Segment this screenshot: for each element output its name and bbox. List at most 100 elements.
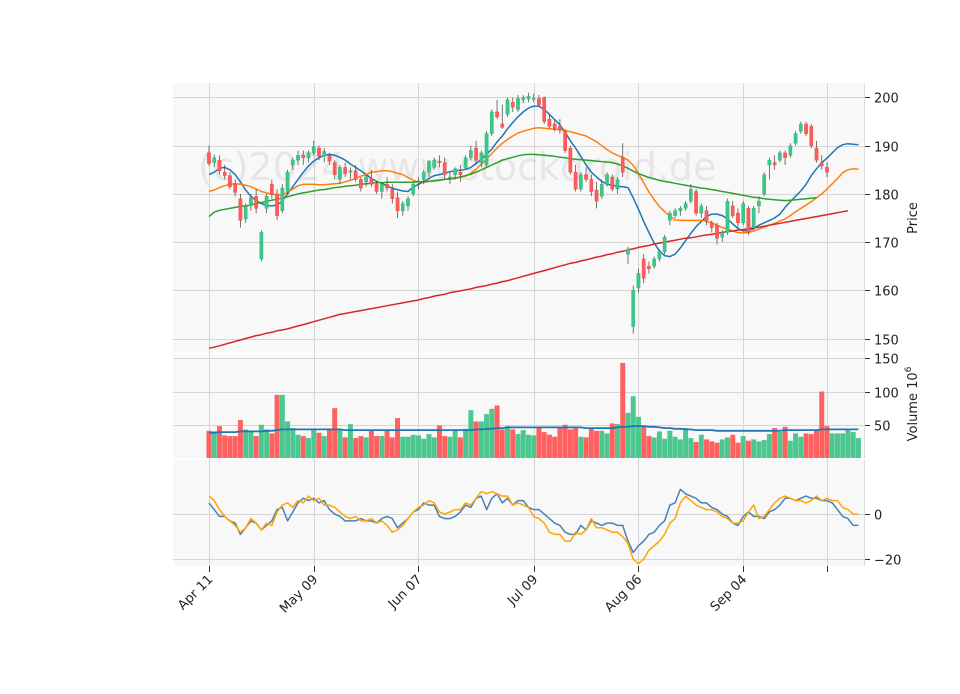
volume-bar [719,439,725,458]
candle-body [605,174,609,185]
volume-bar [463,428,469,458]
volume-bar [243,429,249,458]
candle-body [217,159,222,171]
volume-bar [326,428,332,458]
volume-bar [400,436,406,458]
volume-bar [353,438,359,458]
candle-body [474,147,478,161]
candle-body [489,111,494,134]
candle-body [385,184,389,189]
volume-bar [478,421,484,458]
volume-tick-label: 150 [874,353,899,368]
volume-bar [484,414,490,458]
volume-bar [279,394,285,458]
volume-bar [604,433,610,458]
price-tick-label: 150 [874,334,899,349]
volume-bar [237,420,243,458]
volume-bar [840,433,846,458]
volume-bar [384,430,390,458]
volume-bar [782,426,788,458]
price-tick-label: 190 [874,141,899,156]
volume-bar [515,434,521,458]
candle-body [338,167,342,180]
volume-bar [505,426,511,458]
volume-bar [683,428,689,458]
candle-body [521,97,526,101]
candle-body [526,96,531,100]
candle-body [448,176,452,179]
volume-bar [311,429,317,458]
volume-bar [342,437,348,458]
volume-bar [646,436,652,458]
price-tick-label: 160 [874,285,899,300]
candlesticks [207,92,829,334]
volume-bar [295,434,301,458]
candle-body [751,208,756,228]
volume-bar [494,405,500,458]
candle-body [317,147,321,157]
volume-bar [777,432,783,458]
price-ma-line [208,210,849,349]
candle-body [552,123,557,130]
candle-body [280,187,285,211]
candle-body [793,133,798,144]
watermark-text: (c)2024 www.stockdroid.de [198,145,716,189]
candle-body [579,174,583,190]
candle-body [537,98,541,105]
volume-bar [745,440,751,458]
volume-bar [442,436,448,458]
volume-bar [206,430,212,458]
volume-bar [447,436,453,458]
volume-bar [662,438,668,458]
candle-body [500,123,505,128]
volume-bar [253,436,259,458]
volume-bar [468,410,474,458]
volume-bar [709,441,715,458]
volume-axis-label-base: Volume 10 [906,372,921,441]
candle-body [254,196,258,209]
volume-bar [510,429,516,458]
volume-bar [730,434,736,458]
candle-body [411,184,416,195]
candle-body [563,131,567,151]
volume-bar [635,416,641,458]
volume-bar [704,439,710,458]
volume-bar [379,436,385,458]
candle-body [406,198,410,207]
candle-body [259,232,264,260]
volume-bar [793,433,799,458]
volume-bar [829,433,835,458]
candle-body [311,146,316,154]
candle-body [547,118,552,127]
candle-body [437,160,442,163]
volume-bar [531,435,537,458]
candle-body [400,203,405,211]
candle-body [558,126,562,130]
volume-bar [264,429,270,458]
candle-body [238,198,243,221]
candle-body [442,162,447,175]
candle-body [809,126,814,146]
candle-body [364,176,368,183]
candle-body [432,159,437,168]
volume-bar [735,442,741,458]
volume-bar [656,431,662,458]
volume-bar [211,431,217,458]
volume-bar [834,433,840,458]
volume-bar [337,430,343,458]
volume-bar [798,436,804,458]
volume-axis-label: Volume 106 [904,366,921,441]
volume-bar [620,362,626,458]
candle-body [678,208,683,211]
volume-bar [677,439,683,458]
candle-body [359,179,363,189]
candle-body [746,208,751,233]
volume-bar [541,432,547,458]
candle-body [673,210,677,216]
volume-bar [436,425,442,458]
x-tick-label: Sep 04 [708,572,751,615]
candle-body [798,123,803,132]
candle-body [825,167,829,173]
volume-bar [725,437,730,458]
candle-body [594,189,599,202]
